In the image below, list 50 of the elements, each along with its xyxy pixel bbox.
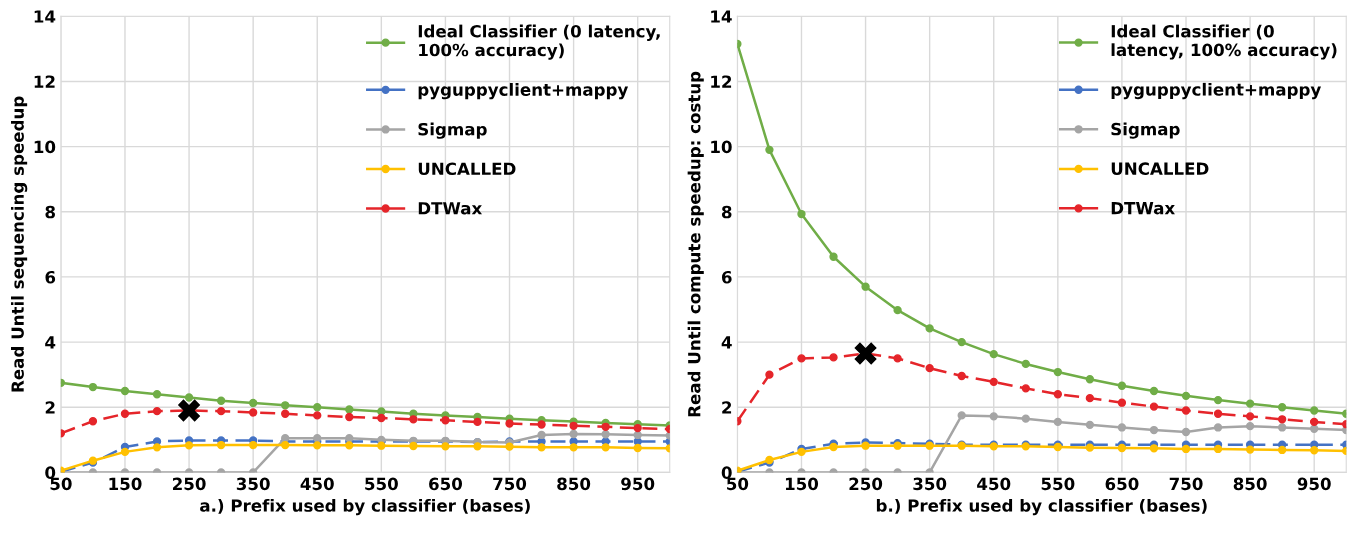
y-tick-label: 10 [34,140,56,154]
y-tick-label: 12 [711,75,732,88]
x-tick-label: 350 [913,477,947,491]
y-tick-label: 2 [45,401,55,414]
x-tick-label: 750 [493,477,527,491]
y-tick-label: 4 [45,336,56,349]
y-axis-title: Read Until compute speedup: costup [687,71,704,417]
legend-label: Ideal Classifier (0 latency, 100% accuracy) [1111,24,1337,60]
x-tick-label: 950 [621,477,655,491]
legend-label: Ideal Classifier (0 latency, 100% accuracy) [418,24,660,60]
y-tick-label: 4 [721,336,732,349]
x-tick-label: 450 [300,477,334,491]
y-tick-label: 8 [721,205,732,219]
legend-label: pyguppyclient+mappy [418,83,629,100]
x-tick-label: 850 [557,477,591,491]
x-axis-title: b.) Prefix used by classifier (bases) [876,498,1207,516]
x-tick-label: 50 [727,477,749,491]
y-tick-label: 10 [711,140,732,154]
y-tick-label: 6 [45,270,56,284]
x-tick-label: 350 [236,477,270,491]
x-axis-title: a.) Prefix used by classifier (bases) [200,498,530,516]
legend-label: UNCALLED [418,162,516,176]
y-tick-label: 14 [711,10,732,23]
x-tick-label: 950 [1297,477,1331,491]
x-tick-label: 250 [172,477,206,491]
y-tick-label: 12 [34,75,55,88]
x-tick-label: 550 [1041,477,1075,491]
x-tick-label: 50 [50,477,72,491]
y-tick-label: 0 [721,466,732,479]
y-tick-label: 8 [45,205,55,219]
y-tick-label: 14 [34,10,56,23]
x-tick-label: 250 [849,477,883,491]
y-axis-title: Read Until sequencing speedup [11,96,28,392]
y-tick-label: 0 [45,466,56,479]
legend-label: pyguppyclient+mappy [1111,82,1321,100]
y-tick-label: 2 [722,401,732,414]
y-tick-label: 6 [721,270,732,284]
x-tick-label: 650 [1105,477,1139,491]
legend-label: Sigmap [418,122,487,139]
x-tick-label: 550 [365,477,398,491]
x-tick-label: 850 [1233,477,1267,491]
x-tick-label: 650 [429,477,463,491]
x-tick-label: 750 [1169,477,1203,491]
x-tick-label: 150 [109,477,142,491]
legend-label: DTWax [418,202,482,215]
x-tick-label: 450 [977,477,1011,491]
legend-label: Sigmap [1111,122,1180,139]
legend-label: DTWax [1111,202,1175,215]
legend-label: UNCALLED [1111,162,1209,175]
x-tick-label: 150 [785,477,819,491]
